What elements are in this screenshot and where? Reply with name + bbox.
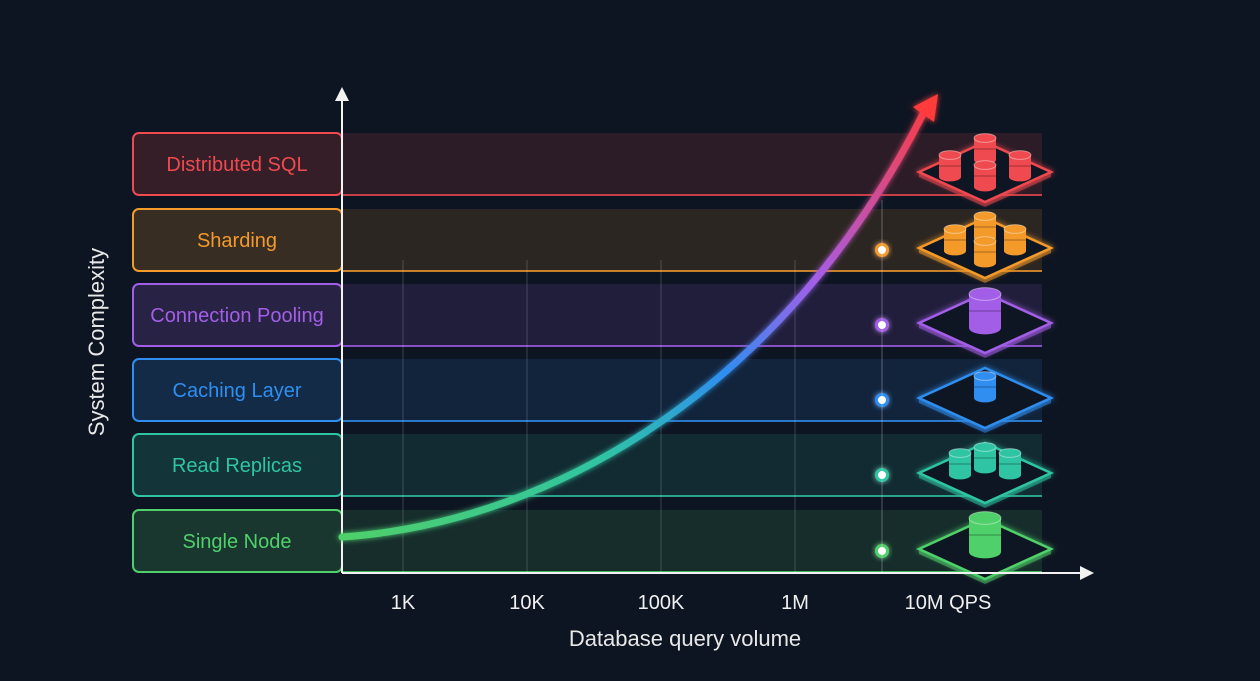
distributed-database-cluster-icon <box>915 133 1055 207</box>
tier-band <box>342 284 1042 346</box>
tier-marker-dot <box>875 544 889 558</box>
database-pool-icon <box>915 287 1055 358</box>
tier-distributed-sql: Distributed SQL <box>132 132 1042 196</box>
tier-label: Distributed SQL <box>166 154 307 176</box>
tier-label: Read Replicas <box>172 455 302 477</box>
x-axis-arrow <box>1080 566 1094 580</box>
tier-label: Sharding <box>197 230 277 252</box>
tier-marker-dot <box>875 243 889 257</box>
tier-marker-dot <box>875 393 889 407</box>
sharded-database-icon <box>915 211 1055 283</box>
tier-connection-pooling: Connection Pooling <box>132 283 1042 347</box>
y-axis-label: System Complexity <box>84 248 109 436</box>
x-axis-label: Database query volume <box>569 626 801 651</box>
x-tick-label: 10K <box>509 592 545 614</box>
x-tick-label: 10M QPS <box>905 592 992 614</box>
tier-band <box>342 434 1042 496</box>
growth-curve <box>338 106 929 541</box>
cache-blocks-icon <box>915 366 1055 433</box>
x-tick-label: 1M <box>781 592 809 614</box>
tier-caching-layer: Caching Layer <box>132 358 1042 422</box>
tier-sharding: Sharding <box>132 208 1042 272</box>
tier-read-replicas: Read Replicas <box>132 433 1042 497</box>
tier-label: Single Node <box>183 531 292 553</box>
tier-marker-dot <box>875 468 889 482</box>
single-database-icon <box>915 511 1055 584</box>
tier-band <box>342 209 1042 271</box>
x-tick-label: 1K <box>391 592 416 614</box>
replica-databases-icon <box>915 441 1055 508</box>
y-axis-arrow <box>335 87 349 101</box>
tier-label: Connection Pooling <box>150 305 323 327</box>
tier-marker-dot <box>875 318 889 332</box>
tier-label: Caching Layer <box>173 380 302 402</box>
tier-band <box>342 133 1042 195</box>
tier-single-node: Single Node <box>132 509 1042 573</box>
growth-curve-arrowhead <box>913 94 938 122</box>
x-tick-label: 100K <box>638 592 685 614</box>
tier-band <box>342 359 1042 421</box>
